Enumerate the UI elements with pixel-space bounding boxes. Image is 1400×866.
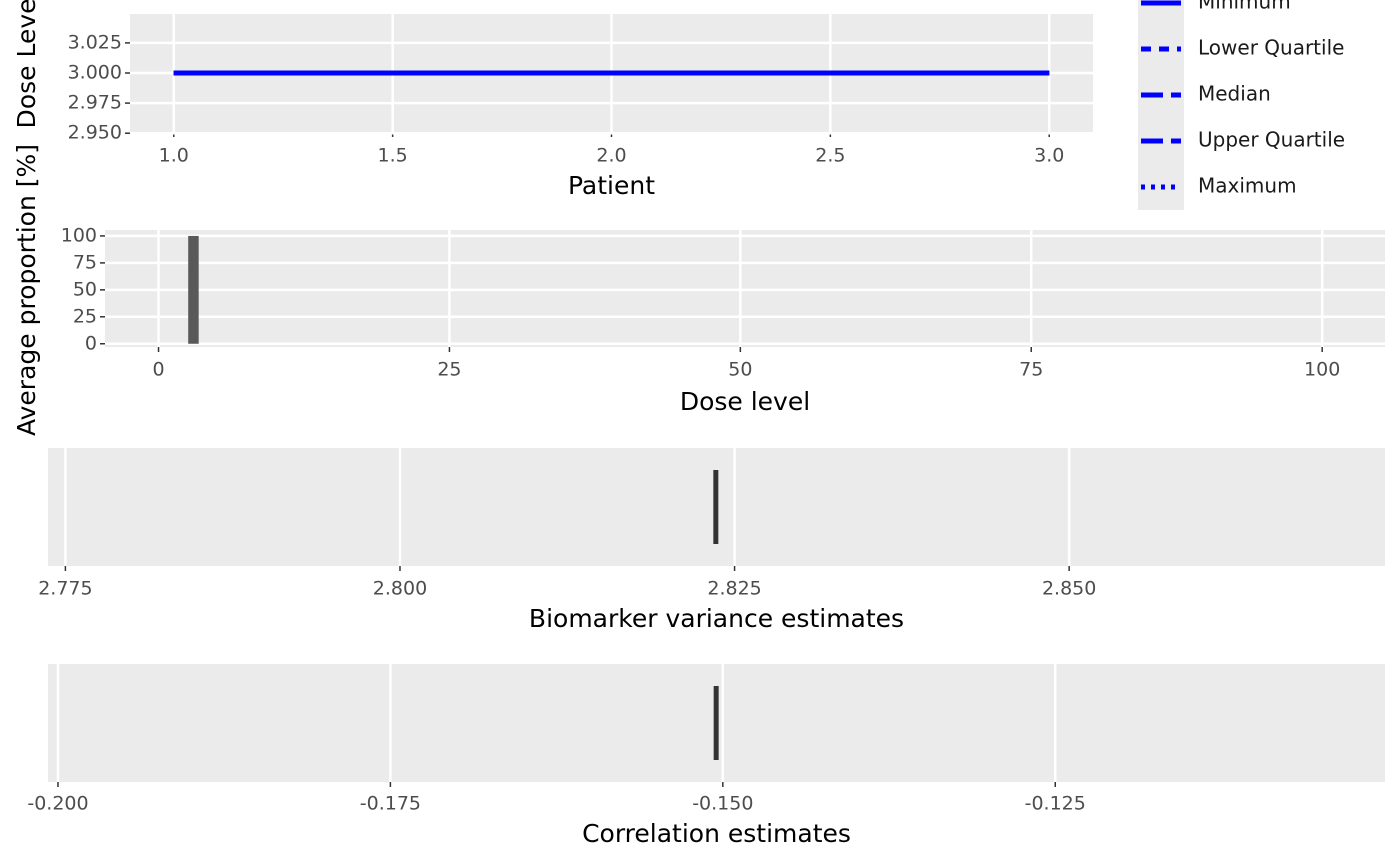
y-tick-label: 100 [61,224,97,246]
x-tick-label: 2.825 [707,578,761,600]
legend-label: Upper Quartile [1198,128,1345,152]
x-tick-label: 2.0 [596,145,626,167]
x-tick-label: 2.850 [1042,578,1096,600]
x-axis-title: Biomarker variance estimates [529,604,904,633]
x-tick-label: 50 [728,359,752,381]
y-tick-label: 75 [73,251,97,273]
legend-label: Minimum [1198,0,1291,14]
legend-label: Maximum [1198,174,1297,198]
x-tick-label: -0.175 [360,793,421,815]
y-tick-label: 50 [73,278,97,300]
y-tick-label: 2.950 [68,122,122,144]
x-tick-label: 25 [437,359,461,381]
legend-background [1138,0,1184,210]
x-tick-label: -0.125 [1025,793,1086,815]
x-tick-label: 2.5 [815,145,845,167]
x-tick-label: 1.0 [159,145,189,167]
x-tick-label: 2.800 [373,578,427,600]
x-tick-label: 0 [152,359,164,381]
x-tick-label: 3.0 [1034,145,1064,167]
x-tick-label: -0.200 [27,793,88,815]
x-tick-label: 1.5 [378,145,408,167]
x-axis-title: Dose level [680,387,810,416]
y-tick-label: 3.000 [68,62,122,84]
x-axis-title: Correlation estimates [582,819,851,848]
y-tick-label: 2.975 [68,92,122,114]
y-axis-title: Dose Level [12,0,41,128]
x-tick-label: 100 [1304,359,1340,381]
x-tick-label: -0.150 [692,793,753,815]
x-tick-label: 75 [1019,359,1043,381]
legend-label: Median [1198,82,1271,106]
y-tick-label: 3.025 [68,31,122,53]
panel-background [105,230,1385,347]
x-tick-label: 2.775 [38,578,92,600]
y-tick-label: 0 [85,332,97,354]
bar [188,235,199,344]
y-tick-label: 25 [73,305,97,327]
legend-label: Lower Quartile [1198,36,1344,60]
x-axis-title: Patient [568,171,655,200]
y-axis-title: Average proportion [%] [12,144,41,436]
